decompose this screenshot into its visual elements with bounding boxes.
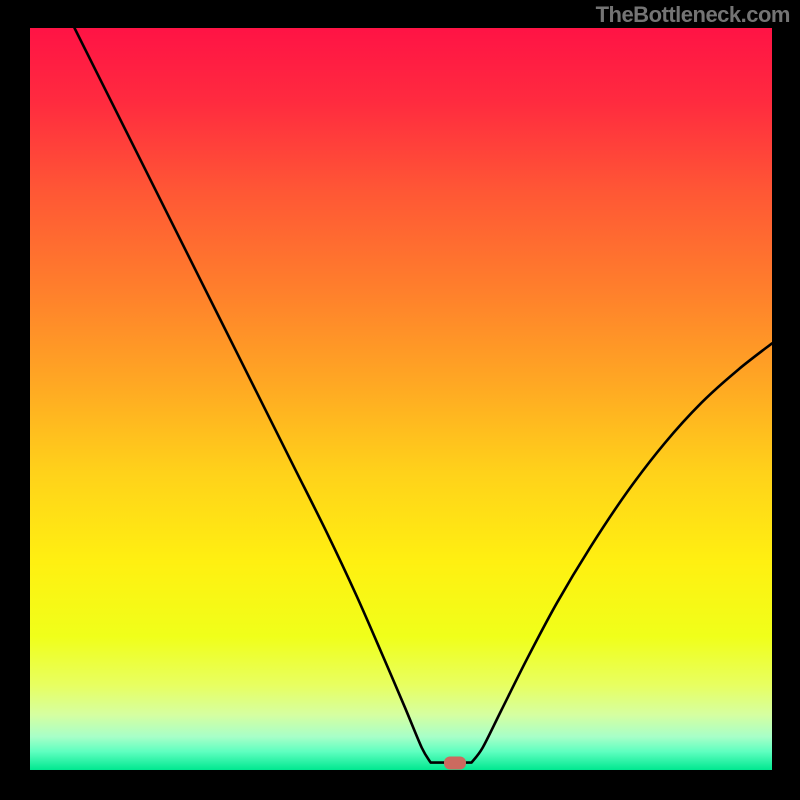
chart-svg <box>30 28 772 770</box>
chart-frame: TheBottleneck.com <box>0 0 800 800</box>
watermark-text: TheBottleneck.com <box>596 2 790 28</box>
gradient-background <box>30 28 772 770</box>
minimum-marker <box>444 756 466 769</box>
plot-area <box>30 28 772 770</box>
